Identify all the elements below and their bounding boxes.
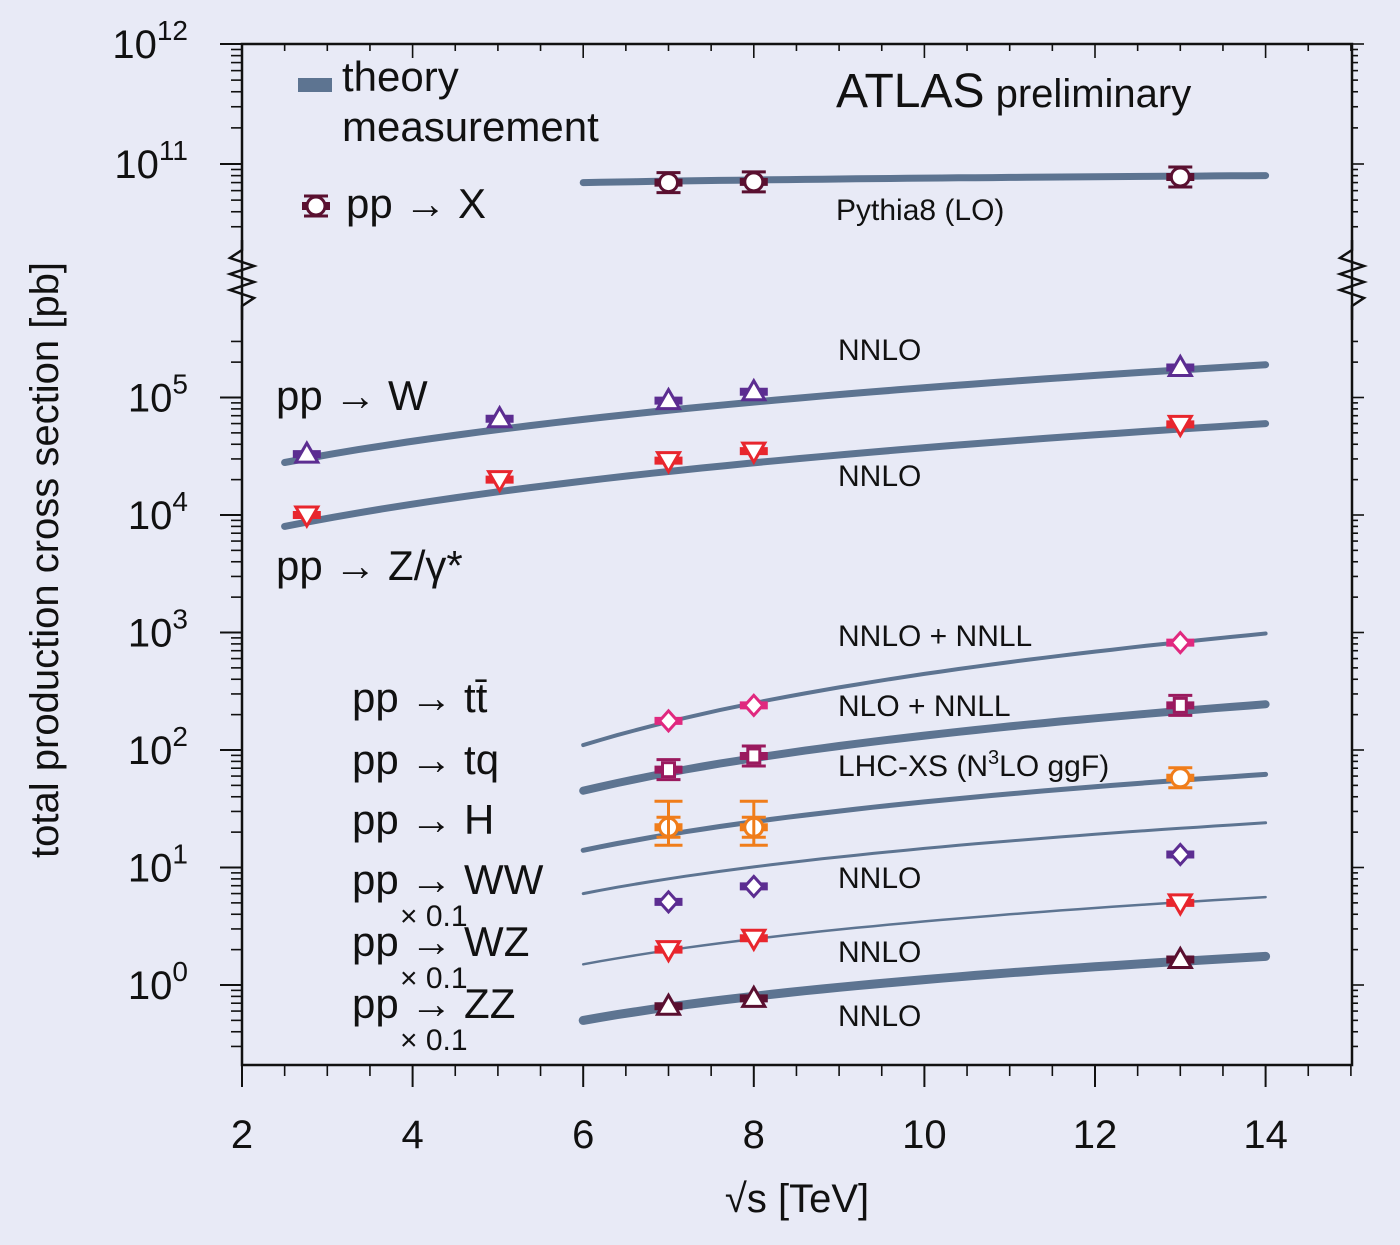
- marker-diamond: [1171, 633, 1189, 653]
- data-point: [740, 695, 768, 715]
- data-point: [1166, 357, 1194, 376]
- theory-label: NLO + NNLL: [838, 690, 1011, 723]
- x-tick-label: 6: [572, 1113, 594, 1157]
- x-tick-label: 12: [1073, 1113, 1118, 1157]
- theory-curve: [583, 176, 1265, 183]
- marker-circle: [307, 197, 325, 215]
- marker-square: [1174, 698, 1186, 712]
- data-point: [1166, 895, 1194, 914]
- theory-label: NNLO: [838, 862, 921, 895]
- data-point: [1166, 768, 1194, 788]
- data-point: [740, 381, 768, 400]
- theory-curve: [583, 897, 1265, 964]
- theory-label: NNLO: [838, 460, 921, 493]
- data-point: [655, 995, 683, 1014]
- process-label: pp → WW: [352, 856, 544, 903]
- legend-measurement-label: measurement: [342, 103, 599, 150]
- theory-label: Pythia8 (LO): [836, 194, 1004, 227]
- marker-diamond: [745, 695, 763, 715]
- process-label: pp → W: [276, 372, 428, 419]
- x-tick-label: 4: [401, 1113, 423, 1157]
- data-point: [655, 173, 683, 193]
- marker-circle: [660, 174, 678, 192]
- x-tick-label: 8: [743, 1113, 765, 1157]
- data-point: [486, 408, 514, 427]
- y-axis-label: total production cross section [pb]: [23, 262, 67, 858]
- process-label: pp → WZ: [352, 918, 529, 965]
- theory-curve: [285, 365, 1266, 463]
- data-point: [1166, 633, 1194, 653]
- data-point: [293, 443, 321, 462]
- marker-circle: [745, 173, 763, 191]
- process-label: pp → tt̄: [352, 674, 488, 721]
- chart-title: ATLAS preliminary: [836, 65, 1191, 118]
- theory-label: LHC-XS (N3LO ggF): [838, 747, 1109, 783]
- legend-theory-label: theory: [342, 53, 459, 100]
- marker-circle: [1171, 769, 1189, 787]
- x-tick-label: 14: [1243, 1113, 1288, 1157]
- y-tick-label: 103: [128, 604, 188, 656]
- theory-curve: [583, 774, 1265, 850]
- theory-label: NNLO: [838, 1000, 921, 1033]
- legend-theory-swatch: [298, 78, 332, 92]
- marker-circle: [1171, 168, 1189, 186]
- y-tick-label: 1012: [112, 15, 188, 67]
- marker-diamond: [1171, 845, 1189, 865]
- x-tick-label: 10: [902, 1113, 947, 1157]
- data-point: [302, 196, 330, 216]
- y-tick-label: 104: [128, 486, 188, 538]
- data-point: [1166, 167, 1194, 187]
- axis-break: [230, 240, 1364, 320]
- theory-label: NNLO: [838, 936, 921, 969]
- data-point: [740, 930, 768, 949]
- x-axis-label: √s [TeV]: [725, 1177, 869, 1221]
- process-label: pp → ZZ: [352, 980, 515, 1027]
- data-point: [1166, 845, 1194, 865]
- y-tick-label: 100: [128, 956, 188, 1008]
- marker-diamond: [745, 876, 763, 896]
- marker-diamond: [660, 892, 678, 912]
- y-tick-label: 101: [128, 839, 188, 891]
- data-point: [655, 942, 683, 961]
- process-label: pp → H: [352, 796, 494, 843]
- marker-square: [748, 749, 760, 763]
- data-point: [655, 711, 683, 731]
- chart-text: 2 4 6 8 10 12 1410010110210310410510111012ATLA…: [23, 15, 1288, 1221]
- y-tick-label: 1011: [114, 135, 188, 187]
- process-label: pp → Z/γ*: [276, 542, 463, 589]
- marker-square: [663, 763, 675, 777]
- data-point: [740, 987, 768, 1006]
- process-scale-label: × 0.1: [400, 1024, 468, 1057]
- theory-label: NNLO: [838, 334, 921, 367]
- theory-curve: [583, 956, 1265, 1020]
- marker-diamond: [660, 711, 678, 731]
- data-point: [740, 876, 768, 896]
- process-label: pp → tq: [352, 736, 499, 783]
- data-point: [655, 390, 683, 409]
- data-point: [1166, 948, 1194, 967]
- x-tick-label: 2: [231, 1113, 253, 1157]
- y-tick-label: 102: [128, 721, 188, 773]
- data-point: [740, 172, 768, 192]
- legend-process-label: pp → X: [346, 180, 486, 227]
- y-tick-label: 105: [128, 369, 188, 421]
- data-point: [655, 892, 683, 912]
- theory-label: NNLO + NNLL: [838, 620, 1032, 653]
